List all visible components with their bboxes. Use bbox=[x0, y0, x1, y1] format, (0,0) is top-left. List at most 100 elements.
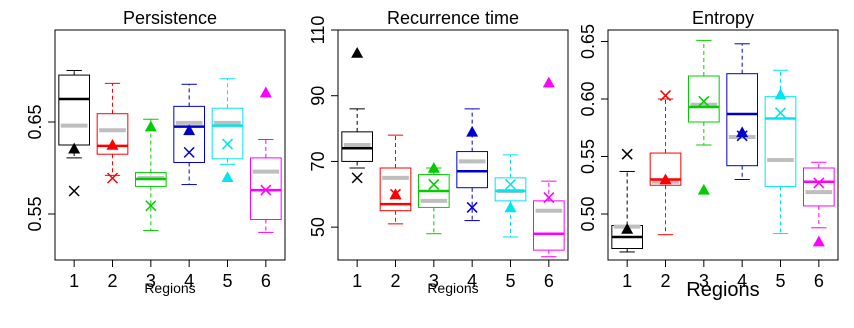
box-iqr bbox=[533, 200, 565, 251]
cross-stroke bbox=[68, 185, 80, 197]
chart-panel-1: Persistence 0.55 0.65 1 2 3 4 5 6 Regions bbox=[25, 8, 286, 296]
x-tick-label: 6 bbox=[544, 271, 554, 291]
cross-stroke bbox=[221, 138, 234, 150]
x-tick-label: 6 bbox=[814, 271, 824, 291]
chart-panel-2: Recurrence time 50 70 90 110 1 2 3 4 5 6 Regions bbox=[308, 8, 569, 296]
x-tick-label: 2 bbox=[660, 271, 670, 291]
box-region-4 bbox=[726, 43, 758, 180]
box-region-2 bbox=[96, 82, 129, 184]
y-tick-label: 0.60 bbox=[578, 81, 598, 116]
x-tick-label: 4 bbox=[737, 271, 747, 291]
chart-title: Recurrence time bbox=[387, 8, 519, 28]
y-tick-label: 110 bbox=[308, 16, 328, 45]
box-region-6 bbox=[803, 161, 835, 247]
x-tick-label: 3 bbox=[146, 271, 156, 291]
box-iqr bbox=[456, 151, 489, 189]
box-iqr bbox=[764, 96, 797, 187]
triangle-marker bbox=[183, 124, 196, 136]
box-region-1 bbox=[58, 69, 90, 197]
x-tick-label: 1 bbox=[352, 271, 362, 291]
box-region-2 bbox=[649, 90, 682, 236]
box-region-6 bbox=[533, 76, 565, 258]
chart-panel-3: Entropy 0.50 0.55 0.60 0.65 1 2 3 4 5 6 Regions bbox=[578, 8, 839, 301]
x-tick-label: 4 bbox=[184, 271, 194, 291]
cross-stroke bbox=[260, 184, 272, 196]
plot-frame bbox=[607, 29, 839, 261]
x-axis-label: Regions bbox=[427, 280, 478, 296]
triangle-marker bbox=[259, 86, 272, 98]
cross-stroke bbox=[621, 148, 633, 160]
cross-stroke bbox=[543, 192, 555, 204]
cross-stroke bbox=[145, 200, 157, 212]
y-tick-label: 0.55 bbox=[578, 139, 598, 174]
cross-marker bbox=[621, 148, 633, 160]
triangle-marker bbox=[621, 222, 634, 234]
cross-stroke bbox=[736, 130, 748, 142]
triangle-marker bbox=[466, 125, 479, 137]
cross-stroke bbox=[659, 90, 672, 102]
box-region-2 bbox=[379, 134, 412, 225]
cross-marker bbox=[183, 146, 195, 158]
box-iqr bbox=[803, 167, 835, 207]
cross-marker bbox=[466, 201, 478, 213]
y-tick-label: 0.55 bbox=[25, 196, 45, 231]
chart-title: Persistence bbox=[123, 8, 217, 28]
triangle-marker bbox=[774, 88, 787, 100]
x-tick-label: 2 bbox=[107, 271, 117, 291]
x-tick-label: 3 bbox=[699, 271, 709, 291]
y-tick-label: 0.50 bbox=[578, 196, 598, 231]
triangle-marker bbox=[659, 173, 672, 185]
cross-marker bbox=[698, 95, 710, 107]
cross-marker bbox=[221, 138, 234, 150]
y-tick-label: 70 bbox=[308, 151, 328, 171]
chart-title: Entropy bbox=[692, 8, 754, 28]
plot-frame bbox=[54, 29, 286, 261]
box-region-4 bbox=[173, 83, 205, 186]
box-iqr bbox=[58, 74, 90, 146]
cross-marker bbox=[428, 178, 440, 190]
cross-stroke bbox=[813, 177, 825, 189]
x-tick-label: 1 bbox=[622, 271, 632, 291]
box-region-1 bbox=[611, 148, 643, 253]
box-region-5 bbox=[211, 78, 244, 182]
triangle-marker bbox=[736, 126, 749, 138]
cross-stroke bbox=[389, 188, 402, 200]
triangle-marker bbox=[812, 235, 825, 247]
triangle-marker bbox=[68, 142, 81, 154]
cross-stroke bbox=[504, 178, 517, 190]
y-tick-label: 0.65 bbox=[578, 24, 598, 59]
y-tick-label: 0.65 bbox=[25, 104, 45, 139]
cross-stroke bbox=[106, 172, 119, 184]
box-region-3 bbox=[418, 162, 450, 235]
cross-marker bbox=[106, 172, 119, 184]
cross-marker bbox=[504, 178, 517, 190]
cross-stroke bbox=[183, 146, 195, 158]
cross-marker bbox=[351, 172, 363, 184]
box-iqr bbox=[726, 73, 758, 167]
box-region-3 bbox=[135, 118, 167, 232]
y-tick-label: 50 bbox=[308, 217, 328, 237]
triangle-marker bbox=[427, 162, 440, 173]
x-tick-label: 1 bbox=[69, 271, 79, 291]
x-axis-label: Regions bbox=[144, 280, 195, 296]
x-tick-label: 2 bbox=[390, 271, 400, 291]
plot-frame bbox=[337, 29, 569, 261]
cross-marker bbox=[389, 188, 402, 200]
triangle-marker bbox=[542, 76, 555, 88]
cross-stroke bbox=[774, 107, 787, 119]
cross-marker bbox=[145, 200, 157, 212]
cross-marker bbox=[543, 192, 555, 204]
triangle-marker bbox=[106, 139, 119, 150]
box-region-3 bbox=[688, 39, 720, 195]
box-region-1 bbox=[341, 47, 374, 184]
box-region-5 bbox=[764, 69, 797, 235]
x-tick-label: 5 bbox=[505, 271, 515, 291]
box-region-4 bbox=[456, 108, 489, 222]
box-iqr bbox=[211, 107, 244, 160]
box-iqr bbox=[250, 157, 282, 221]
x-axis-label: Regions bbox=[686, 279, 759, 301]
cross-stroke bbox=[698, 95, 710, 107]
x-tick-label: 5 bbox=[222, 271, 232, 291]
triangle-marker bbox=[697, 183, 710, 195]
